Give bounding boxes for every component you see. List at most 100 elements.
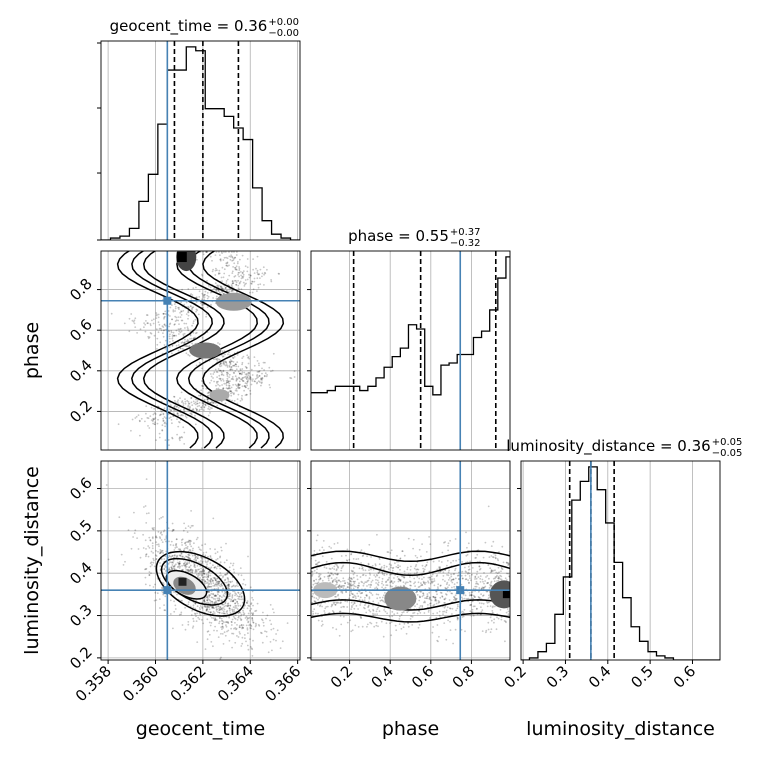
panel-geocent_time-phase-pt [214,368,217,371]
panel-geocent_time-luminosity_distance-pt [234,641,237,644]
panel-geocent_time-luminosity_distance-pt [260,632,263,635]
panel-geocent_time-luminosity_distance-pt [239,567,242,569]
panel-geocent_time-luminosity_distance-pt [209,574,212,577]
panel-geocent_time-luminosity_distance-border [100,460,301,661]
panel-geocent_time-luminosity_distance-pt [212,564,214,567]
panel-geocent_time-luminosity_distance-pt [233,571,236,574]
panel-geocent_time-phase-pt [176,418,178,421]
panel-phase-luminosity_distance-pt [416,603,419,606]
panel-geocent_time-luminosity_distance-pt [236,608,239,611]
panel-phase-luminosity_distance-pt [360,580,363,583]
panel-phase-luminosity_distance-pt [331,603,333,606]
panel-geocent_time-phase-pt [128,330,131,333]
panel-phase-luminosity_distance-pt [372,609,375,612]
panel-phase-luminosity_distance-pt [397,566,400,569]
panel-phase-luminosity_distance-pt [410,615,412,618]
panel-geocent_time-phase-pt [243,285,246,287]
panel-geocent_time-phase-pt [196,402,199,405]
panel-geocent_time-luminosity_distance-pt [189,543,192,546]
panel-geocent_time-luminosity_distance-pt [194,612,196,615]
panel-phase-luminosity_distance-pt [480,610,483,613]
panel-phase-luminosity_distance-pt [496,580,498,582]
panel-phase-luminosity_distance-pt [385,622,388,625]
panel-geocent_time-luminosity_distance-pt [215,610,218,612]
panel-geocent_time-phase-pt [231,272,234,274]
panel-geocent_time-luminosity_distance-pt [235,605,238,607]
panel-geocent_time-phase-pt [252,378,254,381]
panel-phase-luminosity_distance-pt [333,602,335,605]
panel-geocent_time-luminosity_distance-pt [239,626,241,629]
panel-geocent_time-phase-pt [222,387,225,390]
panel-geocent_time-phase-pt [219,365,222,368]
panel-geocent_time-luminosity_distance-pt [194,571,197,574]
panel-geocent_time-luminosity_distance-pt [178,560,181,563]
panel-geocent_time-phase-pt [182,333,185,336]
panel-phase-luminosity_distance-pt [313,596,316,599]
panel-geocent_time-phase-pt [231,377,234,380]
panel-phase-luminosity_distance-pt [497,559,499,562]
panel-geocent_time-phase-pt [250,282,253,285]
panel-phase-luminosity_distance-pt [375,582,377,584]
panel-geocent_time-luminosity_distance-pt [233,610,236,613]
panel-geocent_time-luminosity_distance-pt [184,565,187,567]
panel-geocent_time-luminosity_distance-pt [218,622,221,625]
panel-geocent_time-luminosity_distance-pt [186,563,189,565]
panel-geocent_time-phase-pt [222,369,225,372]
panel-geocent_time-phase-pt [159,341,162,344]
panel-geocent_time-luminosity_distance-pt [242,626,244,629]
panel-phase-luminosity_distance-contour-1 [311,612,510,623]
panel-geocent_time-luminosity_distance-pt [209,624,212,627]
panel-geocent_time-luminosity_distance-pt [247,620,250,623]
panel-geocent_time-phase-pt [147,335,150,338]
panel-phase-luminosity_distance-pt [387,578,390,581]
panel-geocent_time-luminosity_distance-pt [211,596,214,599]
panel-geocent_time-phase-pt [257,286,260,289]
xlabel-luminosity_distance: luminosity_distance [526,718,715,740]
panel-phase-luminosity_distance-pt [349,580,352,583]
panel-phase-luminosity_distance-pt [450,578,453,581]
panel-phase-luminosity_distance-pt [375,586,378,589]
panel-geocent_time-luminosity_distance-pt [157,550,159,553]
panel-geocent_time-phase-pt [190,412,193,415]
hist-luminosity_distance-bg [521,461,720,660]
panel-phase-luminosity_distance-pt [456,581,459,584]
panel-geocent_time-luminosity_distance-pt [239,604,242,607]
panel-geocent_time-luminosity_distance-pt [196,612,199,615]
panel-geocent_time-phase-pt [219,259,222,262]
panel-geocent_time-luminosity_distance-pt [221,596,223,598]
panel-phase-luminosity_distance-pt [349,619,352,622]
panel-phase-luminosity_distance-pt [358,598,361,601]
panel-geocent_time-luminosity_distance-pt [212,579,215,582]
panel-phase-luminosity_distance-pt [436,574,439,576]
panel-geocent_time-luminosity_distance-pt [238,615,240,618]
panel-phase-luminosity_distance-pt [391,585,393,588]
panel-phase-luminosity_distance-pt [312,610,314,613]
panel-geocent_time-phase-pt [229,368,232,371]
panel-geocent_time-luminosity_distance-pt [203,578,205,581]
panel-geocent_time-luminosity_distance-pt [207,591,209,594]
panel-geocent_time-luminosity_distance-pt [173,568,176,571]
panel-geocent_time-phase-pt [219,377,222,380]
panel-geocent_time-phase-pt [206,398,209,401]
panel-geocent_time-phase-pt [232,259,235,262]
panel-geocent_time-luminosity_distance-pt [161,586,163,589]
panel-geocent_time-luminosity_distance-pt [218,582,221,584]
panel-geocent_time-phase-pt [192,408,195,410]
panel-geocent_time-phase-pt [236,251,238,253]
panel-geocent_time-luminosity_distance-pt [165,540,167,543]
panel-geocent_time-phase-pt [261,378,263,381]
panel-geocent_time-phase-pt [219,258,222,261]
panel-geocent_time-phase-pt [241,363,244,366]
panel-phase-luminosity_distance-pt [317,619,320,622]
panel-geocent_time-luminosity_distance-pt [207,571,210,574]
panel-phase-luminosity_distance-pt [383,594,385,597]
panel-phase-luminosity_distance-pt [344,582,346,584]
panel-phase-luminosity_distance-pt [434,596,437,599]
panel-geocent_time-phase-pt [168,408,171,411]
panel-phase-luminosity_distance-pt [426,595,429,597]
xlabel-geocent_time: geocent_time [136,718,265,740]
panel-geocent_time-phase-pt [247,379,249,382]
panel-geocent_time-luminosity_distance-pt [216,577,218,580]
panel-geocent_time-phase-pt [244,279,247,281]
panel-geocent_time-luminosity_distance-pt [235,584,238,587]
